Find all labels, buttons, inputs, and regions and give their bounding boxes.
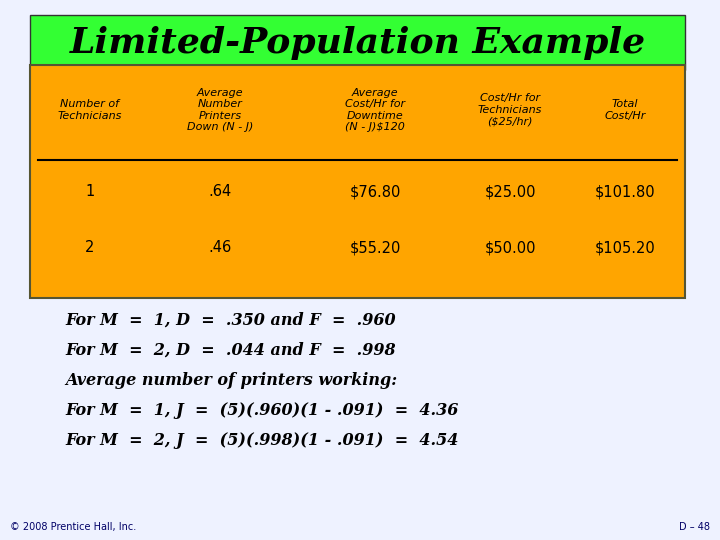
Text: .64: .64: [208, 185, 232, 199]
Text: For M  =  1, D  =  .350 and F  =  .960: For M = 1, D = .350 and F = .960: [65, 312, 395, 329]
Text: D – 48: D – 48: [679, 522, 710, 532]
Text: For M  =  2, J  =  (5)(.998)(1 - .091)  =  4.54: For M = 2, J = (5)(.998)(1 - .091) = 4.5…: [65, 432, 459, 449]
Text: For M  =  1, J  =  (5)(.960)(1 - .091)  =  4.36: For M = 1, J = (5)(.960)(1 - .091) = 4.3…: [65, 402, 459, 419]
FancyBboxPatch shape: [30, 65, 685, 298]
Text: $50.00: $50.00: [485, 240, 536, 255]
Text: Average
Number
Printers
Down (N - J): Average Number Printers Down (N - J): [186, 87, 253, 132]
FancyBboxPatch shape: [30, 15, 685, 70]
Text: Cost/Hr for
Technicians
($25/hr): Cost/Hr for Technicians ($25/hr): [478, 93, 542, 126]
Text: $105.20: $105.20: [595, 240, 655, 255]
Text: Average
Cost/Hr for
Downtime
(N - J)$120: Average Cost/Hr for Downtime (N - J)$120: [345, 87, 405, 132]
Text: For M  =  2, D  =  .044 and F  =  .998: For M = 2, D = .044 and F = .998: [65, 342, 395, 359]
Text: 2: 2: [85, 240, 95, 255]
Text: $55.20: $55.20: [349, 240, 401, 255]
Text: $101.80: $101.80: [595, 185, 655, 199]
Text: .46: .46: [208, 240, 232, 255]
Text: Total
Cost/Hr: Total Cost/Hr: [604, 99, 646, 121]
Text: Average number of printers working:: Average number of printers working:: [65, 372, 397, 389]
Text: © 2008 Prentice Hall, Inc.: © 2008 Prentice Hall, Inc.: [10, 522, 136, 532]
Text: Number of
Technicians: Number of Technicians: [58, 99, 122, 121]
Text: $25.00: $25.00: [485, 185, 536, 199]
Text: $76.80: $76.80: [349, 185, 401, 199]
Text: Limited-Population Example: Limited-Population Example: [69, 25, 646, 59]
Text: 1: 1: [86, 185, 94, 199]
